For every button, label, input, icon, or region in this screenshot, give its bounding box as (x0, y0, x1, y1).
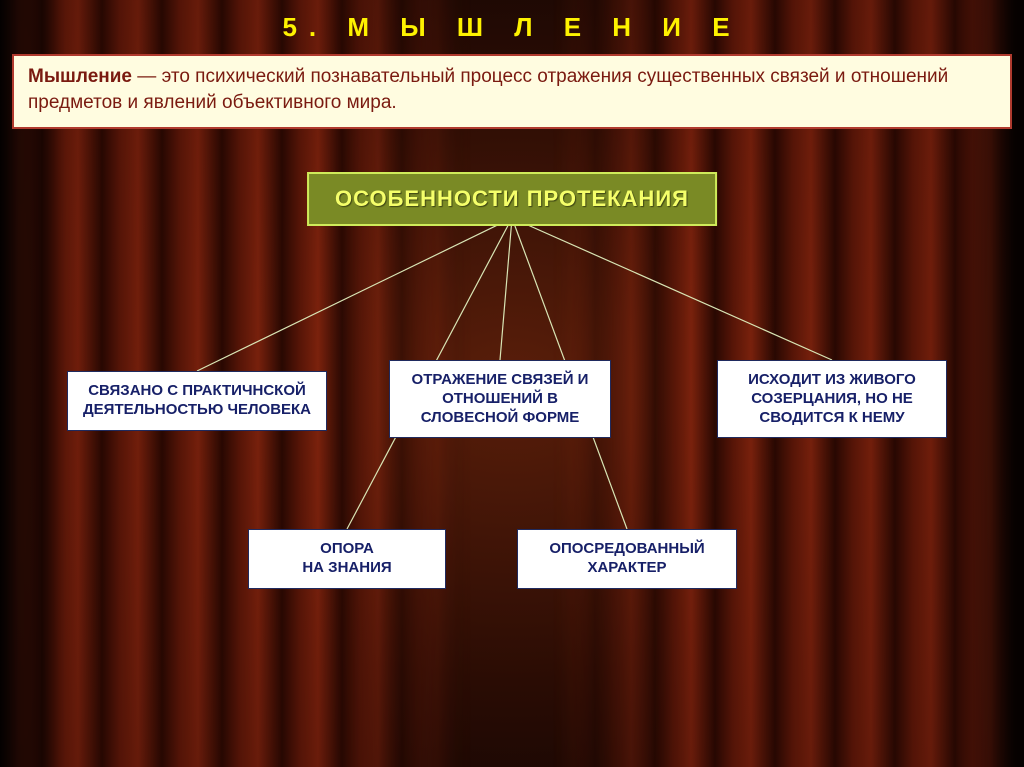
definition-dash: — (132, 66, 162, 87)
node-n2: ОТРАЖЕНИЕ СВЯЗЕЙ И ОТНОШЕНИЙ В СЛОВЕСНОЙ… (389, 360, 611, 438)
definition-term: Мышление (28, 66, 132, 87)
node-n5: ОПОСРЕДОВАННЫЙ ХАРАКТЕР (517, 529, 737, 589)
center-box: ОСОБЕННОСТИ ПРОТЕКАНИЯ (307, 172, 717, 226)
definition-body: это психический познавательный процесс о… (28, 66, 948, 113)
node-n1: СВЯЗАНО С ПРАКТИЧНСКОЙ ДЕЯТЕЛЬНОСТЬЮ ЧЕЛ… (67, 371, 327, 431)
node-n4: ОПОРА НА ЗНАНИЯ (248, 529, 446, 589)
page-title: 5. М Ы Ш Л Е Н И Е (0, 12, 1024, 43)
node-n3: ИСХОДИТ ИЗ ЖИВОГО СОЗЕРЦАНИЯ, НО НЕ СВОД… (717, 360, 947, 438)
definition-box: Мышление — это психический познавательны… (12, 54, 1012, 129)
